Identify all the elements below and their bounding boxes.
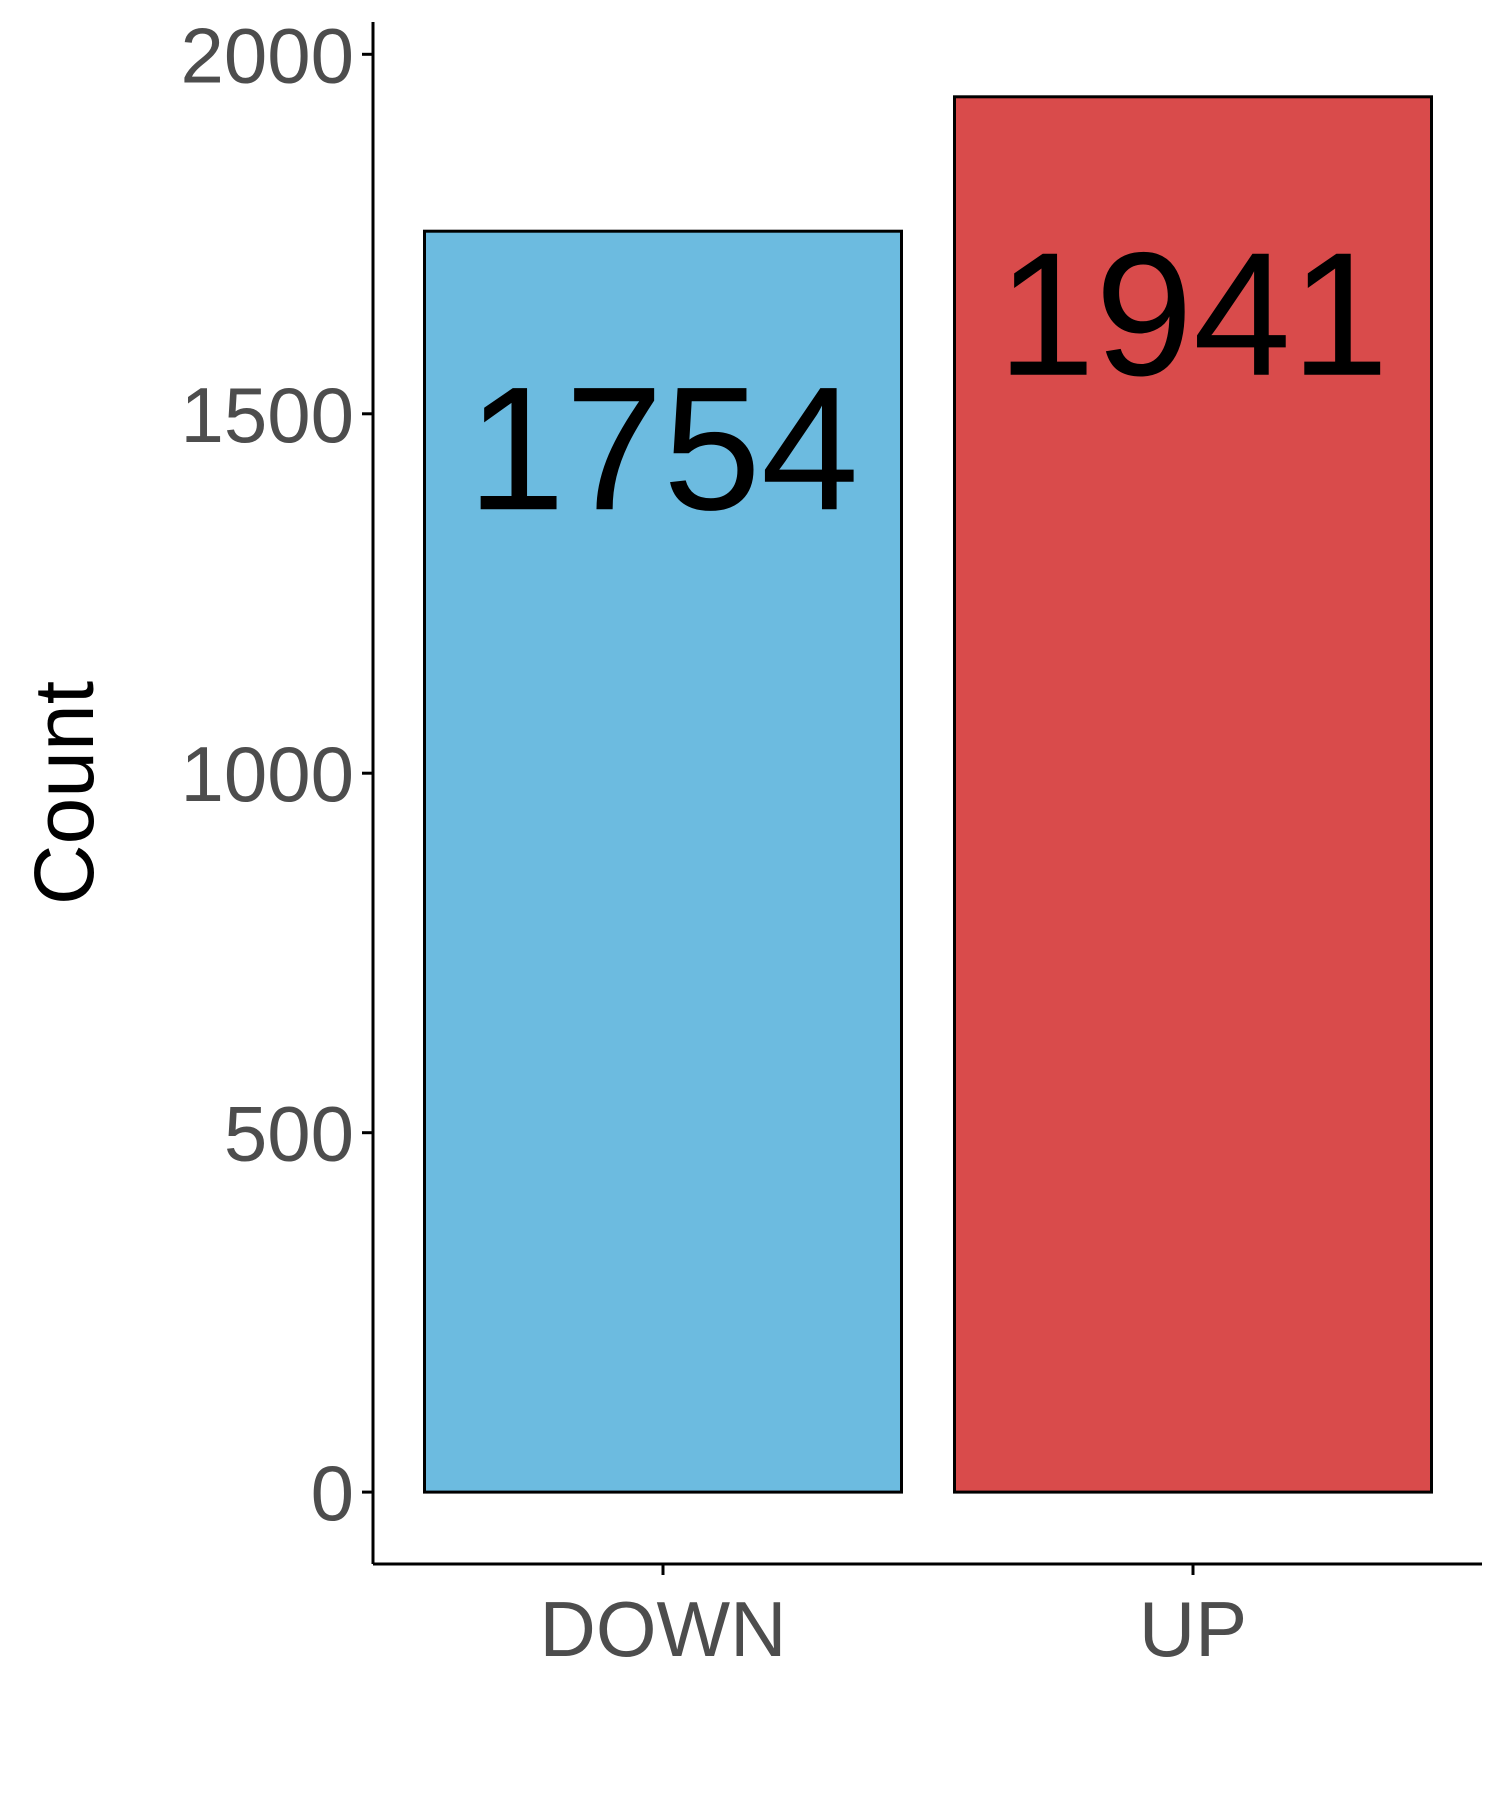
y-tick-label: 1000 (180, 730, 354, 818)
bars-layer (423, 95, 1433, 1494)
y-tick-label: 0 (311, 1449, 354, 1537)
y-tick-label: 500 (224, 1090, 354, 1178)
y-axis-ticks: 0 500 1000 1500 2000 (180, 11, 373, 1537)
x-axis-ticks: DOWN UP (540, 1564, 1247, 1673)
data-label-up: 1941 (997, 217, 1389, 413)
bar-down (423, 229, 903, 1494)
y-tick-label: 1500 (180, 371, 354, 459)
data-label-down: 1754 (467, 351, 859, 547)
data-labels-layer: 1754 1941 (467, 217, 1389, 547)
x-tick-label-up: UP (1139, 1585, 1247, 1673)
y-tick-label: 2000 (180, 11, 354, 99)
y-axis-title: Count (17, 681, 111, 905)
bar-up (953, 95, 1433, 1494)
x-tick-label-down: DOWN (540, 1585, 787, 1673)
axes-layer (371, 22, 1482, 1566)
